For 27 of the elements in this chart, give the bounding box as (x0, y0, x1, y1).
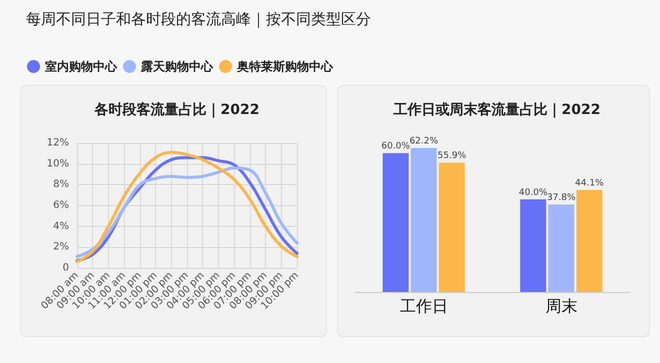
bar (410, 148, 437, 292)
data-label: 55.9% (438, 151, 467, 162)
legend-label: 奥特莱斯购物中心 (236, 60, 334, 74)
y-tick-label: 0 (62, 262, 69, 274)
data-label: 44.1% (575, 178, 604, 188)
bar (382, 153, 409, 292)
legend-label: 露天购物中心 (140, 60, 214, 74)
chart-title: 各时段客流量占比｜2022 (94, 101, 260, 118)
bar (548, 204, 574, 292)
y-tick-label: 4% (53, 220, 69, 232)
legend-label: 室内购物中心 (45, 60, 118, 74)
y-tick-label: 2% (53, 242, 69, 253)
bar (576, 190, 602, 292)
data-label: 62.2% (409, 136, 438, 147)
y-tick-label: 12% (46, 138, 69, 148)
y-tick-label: 10% (46, 158, 69, 170)
bar (438, 162, 465, 292)
y-tick-label: 8% (53, 179, 69, 190)
text: 每周不同日子和各时段的客流高峰｜按不同类型区分 (26, 10, 371, 29)
data-label: 37.8% (546, 193, 576, 204)
data-label: 60.0% (381, 142, 410, 152)
data-label: 40.0% (518, 188, 548, 198)
y-tick-label: 6% (53, 200, 69, 211)
bar (520, 199, 546, 292)
x-tick-label: 周末 (545, 296, 578, 316)
chart-title: 工作日或周末客流量占比｜2022 (392, 101, 600, 118)
x-tick-label: 工作日 (400, 296, 448, 316)
